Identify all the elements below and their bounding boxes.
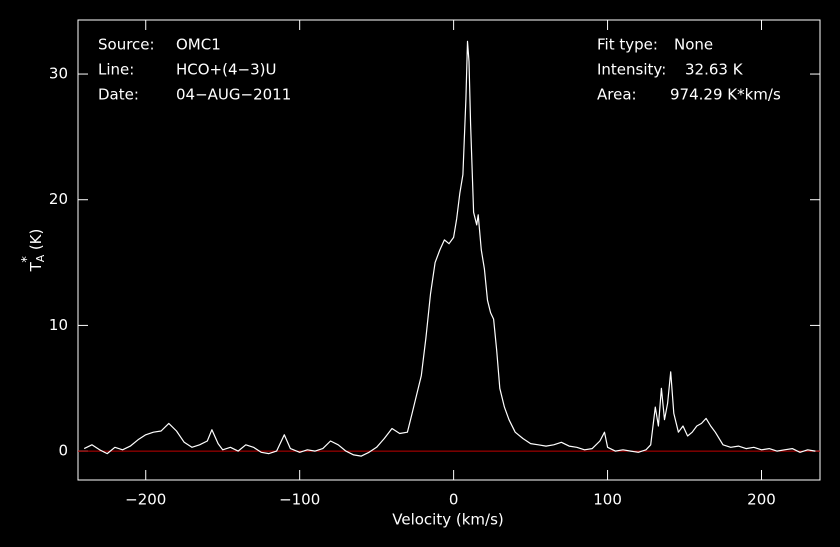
y-tick-label: 10 <box>49 316 68 334</box>
annotation-key: Intensity: <box>597 61 666 79</box>
annotation-value: 04−AUG−2011 <box>176 86 291 104</box>
x-tick-label: 0 <box>449 491 459 509</box>
annotation-value: OMC1 <box>176 36 221 54</box>
annotation-key: Line: <box>98 61 134 79</box>
annotation-key: Date: <box>98 86 139 104</box>
y-axis-label: TA* (K) <box>20 229 48 273</box>
y-label-sub: A <box>34 254 47 262</box>
annotation-key: Fit type: <box>597 36 658 54</box>
y-tick-label: 20 <box>49 190 68 208</box>
annotation-value: None <box>674 36 713 54</box>
x-tick-label: 100 <box>593 491 622 509</box>
y-label-sup: * <box>20 256 35 263</box>
annotation-value: HCO+(4−3)U <box>176 61 276 79</box>
annotation-value: 32.63 K <box>685 61 744 79</box>
x-tick-label: 200 <box>747 491 776 509</box>
y-tick-label: 30 <box>49 65 68 83</box>
x-tick-label: −200 <box>125 491 166 509</box>
y-label-main: T <box>27 261 45 272</box>
annotation-key: Area: <box>597 86 637 104</box>
annotation-value: 974.29 K*km/s <box>670 86 781 104</box>
y-label-unit: (K) <box>27 229 45 251</box>
x-tick-label: −100 <box>279 491 320 509</box>
y-tick-label: 0 <box>58 442 68 460</box>
spectrum-line <box>83 40 816 457</box>
annotation-key: Source: <box>98 36 155 54</box>
plot-frame <box>77 19 821 481</box>
x-axis-label: Velocity (km/s) <box>392 511 503 529</box>
